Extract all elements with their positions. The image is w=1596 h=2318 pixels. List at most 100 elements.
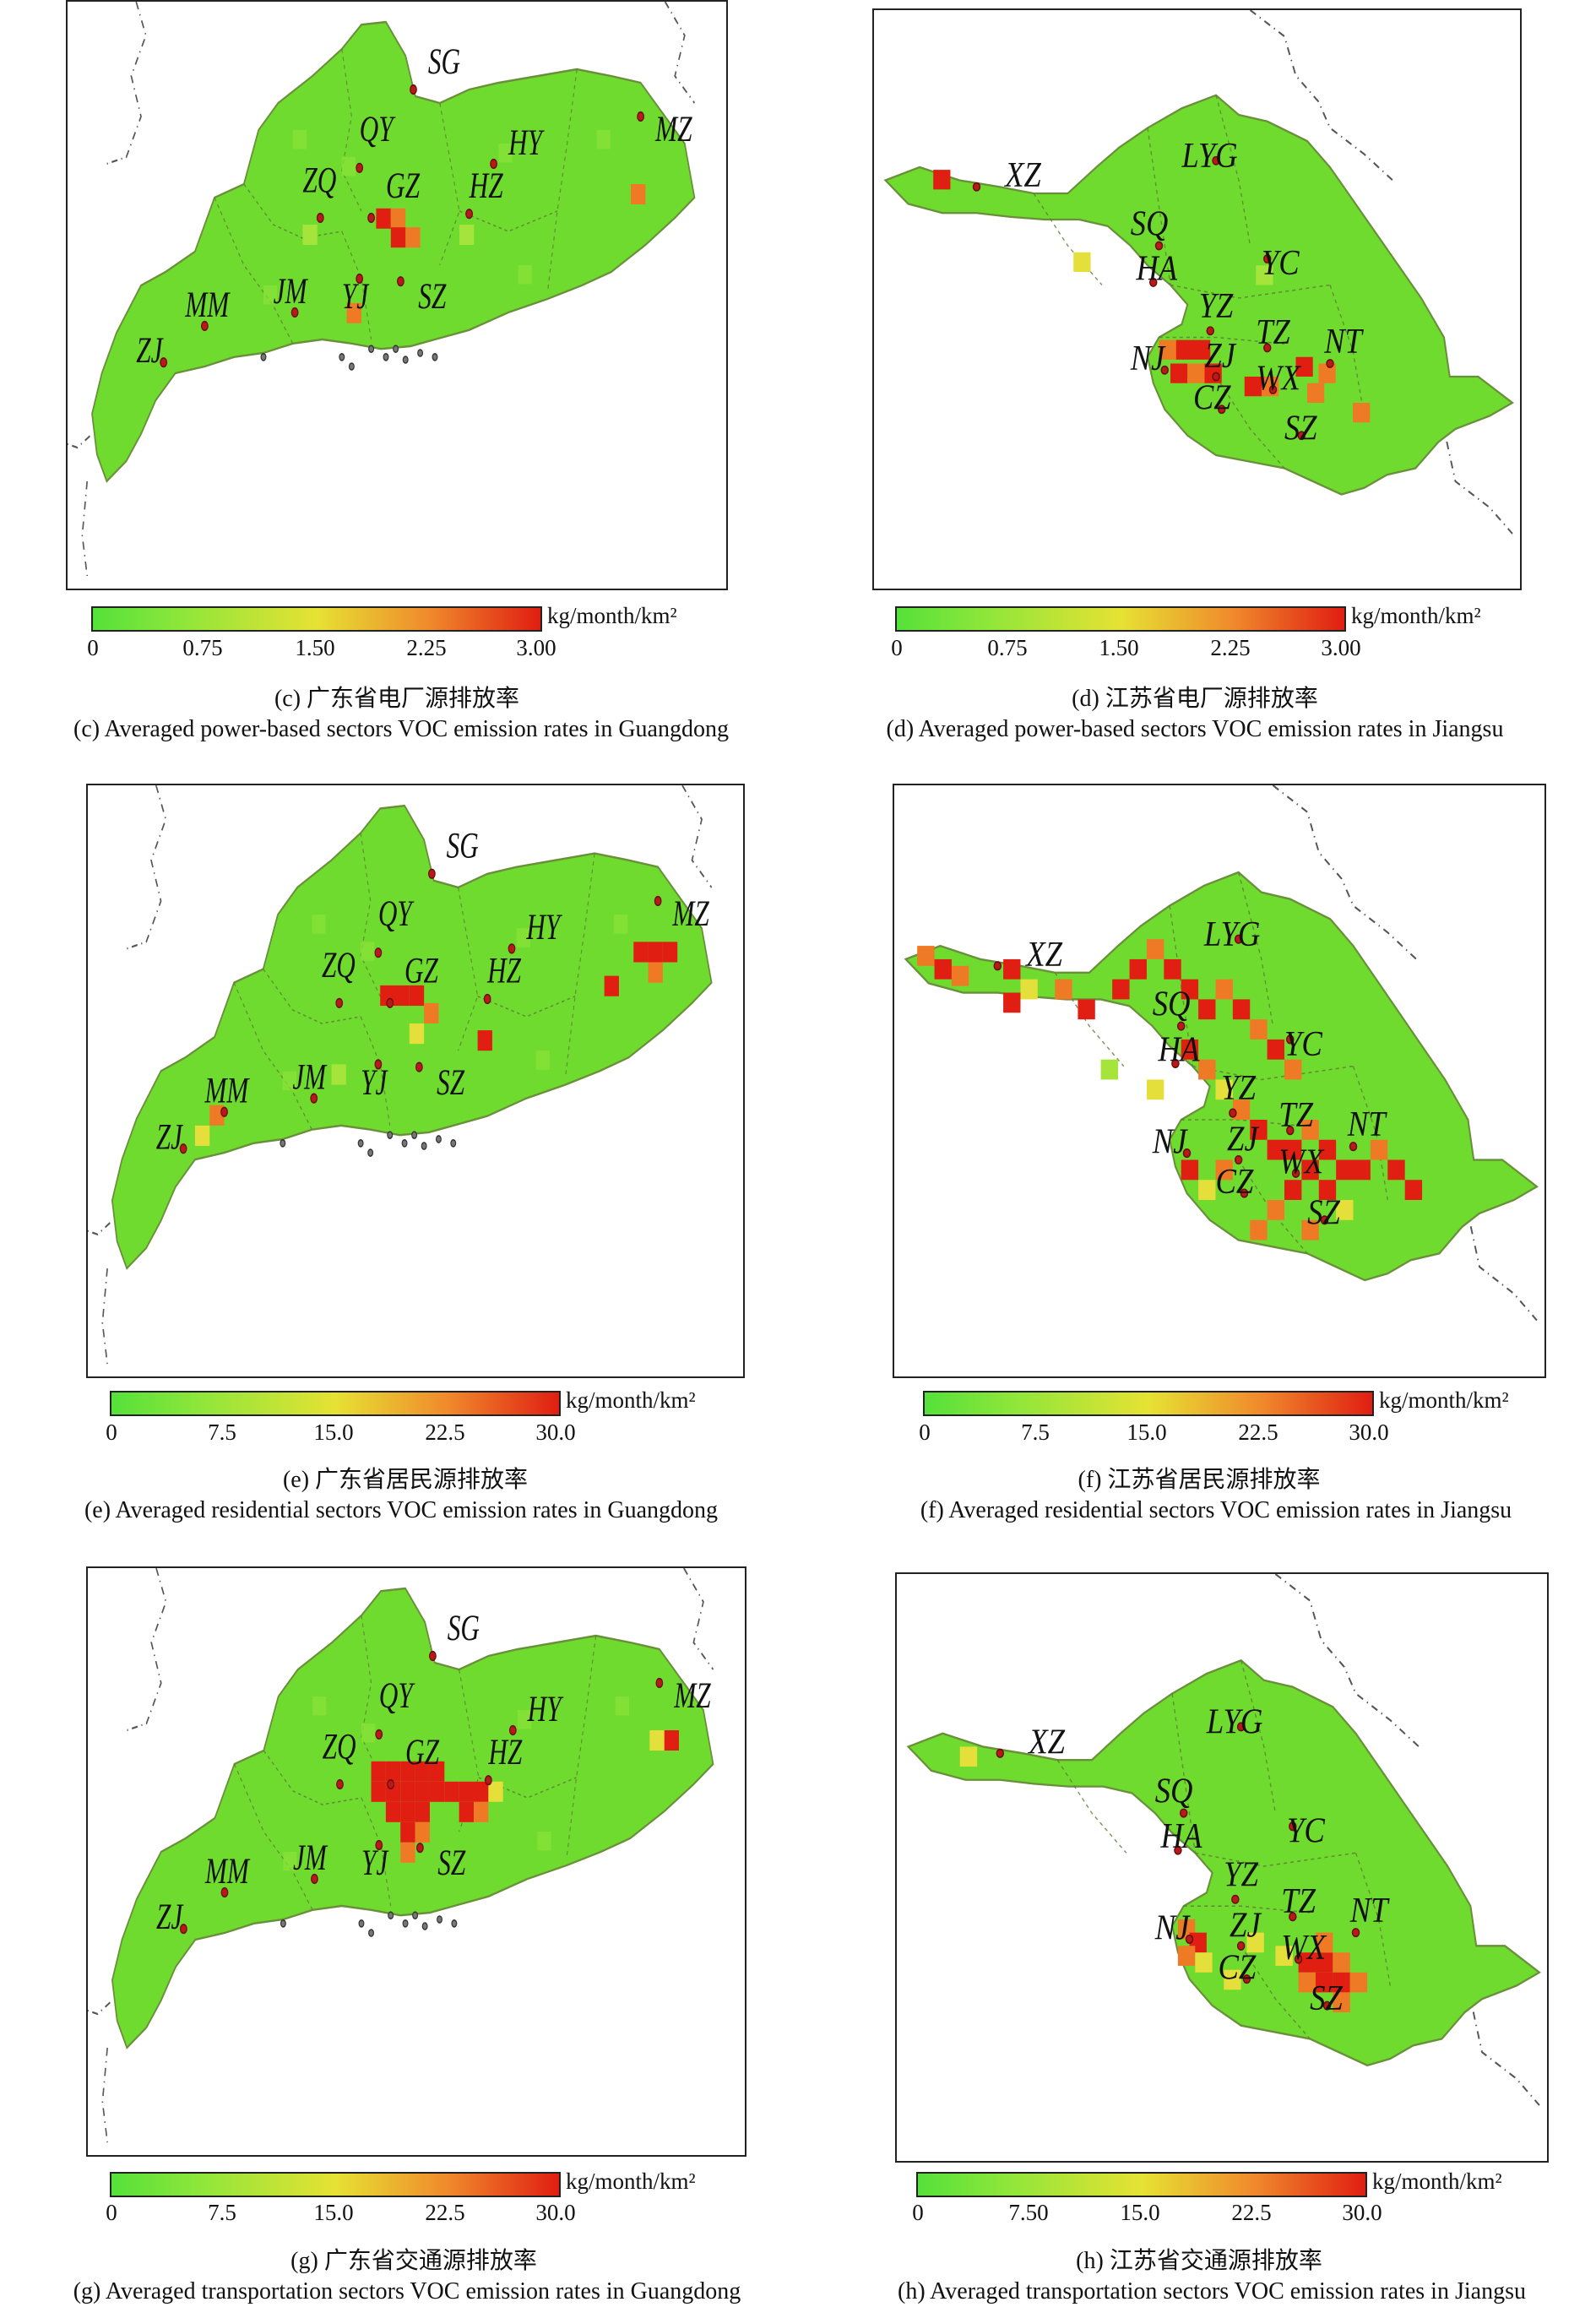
island xyxy=(368,345,375,354)
emission-cell xyxy=(1175,339,1193,360)
emission-cell xyxy=(662,942,678,963)
emission-cell xyxy=(498,144,513,163)
caption-cn: (f) 江苏省居民源排放率 xyxy=(1078,1467,1321,1493)
city-label: GZ xyxy=(404,951,439,991)
city-dot xyxy=(508,943,516,954)
colorbar-tick: 0 xyxy=(106,1420,117,1445)
coastline xyxy=(1272,785,1417,960)
emission-cell xyxy=(371,1781,386,1802)
district-boundary xyxy=(1054,972,1125,1067)
emission-cell xyxy=(209,1105,225,1126)
map-canvas: LYG XZ SQ HA YC YZ TZ NT NJ ZJ WX CZ SZ xyxy=(906,1574,1541,2106)
emission-cell xyxy=(1315,1972,1333,1993)
colorbar-tick: 3.00 xyxy=(1321,635,1361,660)
emission-cell xyxy=(282,1071,296,1090)
map-guangdong-residential: SG QY HY MZ ZQ GZ HZ SZ YJ JM MM ZJ xyxy=(86,784,745,1378)
colorbar-tick: 22.5 xyxy=(425,1420,465,1445)
city-dot xyxy=(1286,1034,1295,1045)
city-label: XZ xyxy=(1003,156,1041,195)
district-boundary xyxy=(1240,1659,1277,1814)
emission-cell xyxy=(400,1821,415,1843)
city-label: SQ xyxy=(1155,1771,1193,1810)
map-guangdong-power: SG QY HY MZ ZQ GZ HZ SZ YJ JM MM ZJ xyxy=(66,0,728,590)
emission-cell xyxy=(1353,1159,1371,1181)
city-dot xyxy=(374,947,383,958)
emission-cell xyxy=(1215,979,1233,1000)
island xyxy=(383,353,389,361)
city-label: ZQ xyxy=(302,160,336,201)
map-jiangsu-transportation: LYG XZ SQ HA YC YZ TZ NT NJ ZJ WX CZ SZ xyxy=(895,1572,1549,2163)
colorbar-tick: 15.0 xyxy=(313,2200,354,2225)
colorbar-unit: kg/month/km² xyxy=(547,603,677,628)
city-dot xyxy=(160,357,168,368)
emission-cell xyxy=(488,1781,503,1802)
emission-cell xyxy=(917,946,935,966)
caption-en: (e) Averaged residential sectors VOC emi… xyxy=(84,1497,719,1523)
district-boundary xyxy=(1147,128,1171,285)
emission-cell xyxy=(415,1801,430,1822)
colorbar-tick: 7.50 xyxy=(1008,2200,1049,2225)
emission-cell xyxy=(1003,958,1021,980)
emission-cell xyxy=(292,130,307,149)
city-dot xyxy=(220,1886,229,1898)
emission-cell xyxy=(459,225,475,245)
city-label: NJ xyxy=(1130,339,1166,378)
colorbar-tick: 0.75 xyxy=(987,635,1028,660)
city-dot xyxy=(1268,385,1278,394)
island xyxy=(260,353,267,361)
panel-guangdong-power: SG QY HY MZ ZQ GZ HZ SZ YJ JM MM ZJ kg/month/km² 0 … xyxy=(0,0,798,773)
caption-en: (f) Averaged residential sectors VOC emi… xyxy=(920,1497,1512,1523)
emission-cell xyxy=(1198,999,1216,1020)
colorbar-tick: 2.25 xyxy=(1210,635,1251,660)
colorbar-tick: 3.00 xyxy=(516,635,556,660)
city-label: SZ xyxy=(1310,1978,1344,2017)
city-dot xyxy=(1263,254,1272,263)
caption-cn: (c) 广东省电厂源排放率 xyxy=(274,686,520,712)
province-border-line xyxy=(106,2,147,166)
island xyxy=(432,353,438,361)
city-label: NT xyxy=(1347,1103,1387,1143)
emission-cell xyxy=(1198,1180,1216,1201)
emission-cell xyxy=(1073,252,1091,272)
city-dot xyxy=(1176,1021,1186,1031)
colorbar-tick: 1.50 xyxy=(1099,635,1139,660)
colorbar-tick: 0 xyxy=(891,635,903,660)
city-dot xyxy=(1349,1142,1358,1152)
emission-cell xyxy=(1353,403,1371,423)
island xyxy=(435,1135,442,1143)
city-dot xyxy=(1185,1934,1194,1944)
province-border-line xyxy=(88,1219,113,1365)
city-dot xyxy=(1326,359,1334,368)
emission-cell xyxy=(1187,363,1205,383)
colorbar-tick: 22.5 xyxy=(425,2200,465,2225)
city-label: HY xyxy=(527,1689,564,1729)
district-boundary xyxy=(1195,1852,1356,1867)
emission-cell xyxy=(1250,1019,1268,1040)
province-shape xyxy=(904,871,1539,1282)
city-dot xyxy=(1322,2000,1332,2011)
district-boundary xyxy=(1215,95,1251,247)
island xyxy=(402,356,409,364)
province-border-line xyxy=(88,2000,113,2143)
city-dot xyxy=(1171,1058,1180,1069)
city-label: CZ xyxy=(1218,1947,1257,1987)
emission-cell xyxy=(263,285,278,305)
emission-cell xyxy=(400,1781,415,1802)
emission-cell xyxy=(1267,1139,1284,1160)
city-label: SZ xyxy=(1307,1192,1341,1232)
emission-cell xyxy=(1349,1972,1368,1993)
emission-cell xyxy=(409,1023,425,1045)
city-dot xyxy=(484,1775,492,1786)
caption-cn: (e) 广东省居民源排放率 xyxy=(282,1467,529,1493)
city-label: HZ xyxy=(488,1732,524,1772)
city-dot xyxy=(1182,1148,1192,1159)
city-dot xyxy=(1297,431,1306,441)
coastline xyxy=(1274,1574,1420,1748)
city-dot xyxy=(1236,1722,1246,1732)
colorbar xyxy=(923,1391,1374,1416)
city-label: YJ xyxy=(361,1062,388,1103)
city-label: SQ xyxy=(1153,983,1191,1023)
emission-cell xyxy=(1298,1972,1316,1993)
city-label: YZ xyxy=(1224,1854,1259,1894)
city-dot xyxy=(1286,1126,1295,1136)
